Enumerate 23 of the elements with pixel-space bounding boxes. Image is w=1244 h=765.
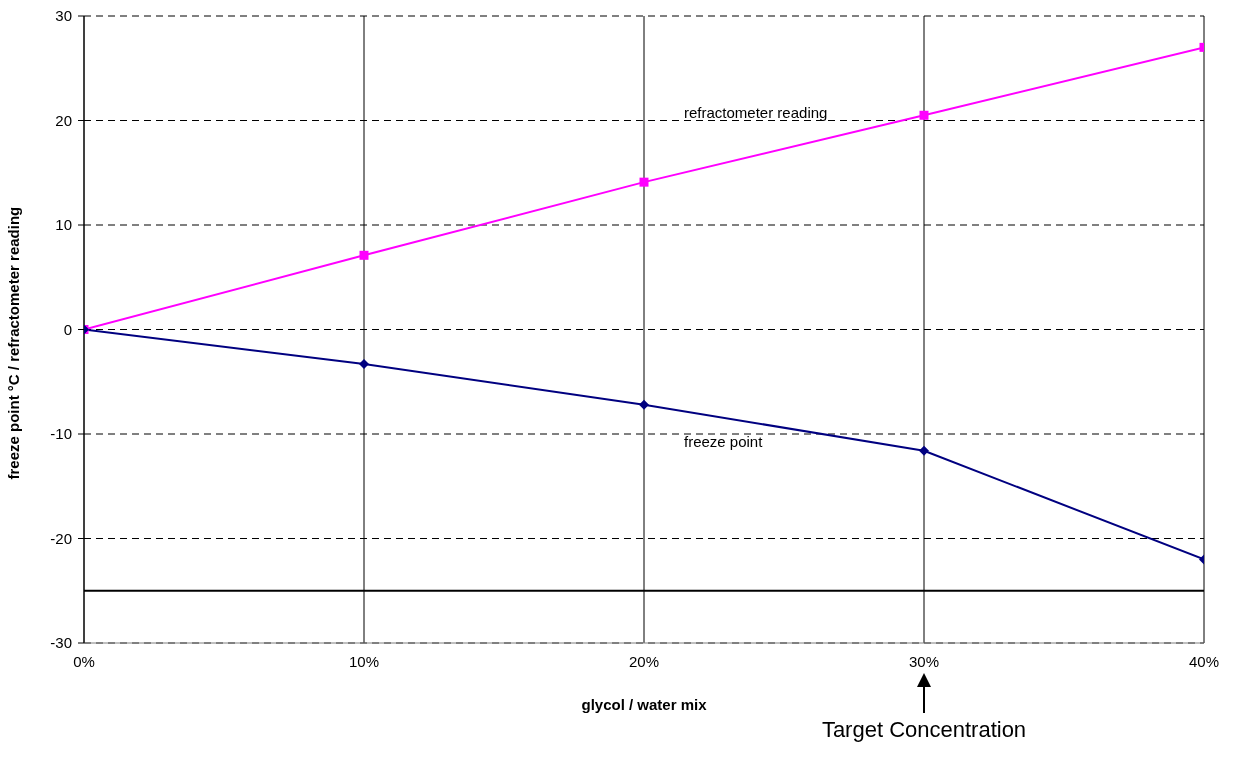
y-tick-label: 10	[55, 216, 72, 233]
x-tick-label: 20%	[628, 653, 660, 670]
series-label: refractometer reading	[684, 104, 828, 122]
x-tick-label: 40%	[1188, 653, 1220, 670]
x-tick-label: 30%	[908, 653, 940, 670]
point	[359, 250, 369, 260]
text: Target Concentration	[820, 717, 1028, 743]
x-tick-label: 10%	[348, 653, 380, 670]
y-tick-label: 30	[55, 7, 72, 24]
y-axis-title: freeze point °C / refractometer reading	[5, 206, 23, 480]
point	[639, 399, 649, 410]
series-label: freeze point	[684, 432, 764, 450]
x-axis-title: glycol / water mix	[581, 695, 708, 713]
point	[919, 445, 929, 456]
x-tick-label: 0%	[73, 653, 95, 670]
y-tick-label: -10	[50, 425, 72, 442]
point	[639, 177, 649, 187]
y-tick-label: -20	[50, 529, 72, 547]
y-tick-label: 0	[63, 320, 72, 338]
y-tick-label: 20	[55, 111, 72, 129]
point	[359, 358, 369, 369]
y-tick-label: -30	[50, 634, 72, 651]
point	[919, 110, 929, 120]
